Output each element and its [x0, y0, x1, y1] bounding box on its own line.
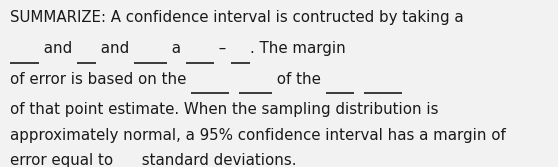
Text: and: and	[95, 41, 133, 56]
Text: SUMMARIZE: A confidence interval is contructed by taking a: SUMMARIZE: A confidence interval is cont…	[10, 10, 464, 25]
Text: error equal to: error equal to	[10, 153, 118, 167]
Text: of error is based on the: of error is based on the	[10, 71, 191, 87]
Text: and: and	[39, 41, 76, 56]
Text: approximately normal, a 95% confidence interval has a margin of: approximately normal, a 95% confidence i…	[10, 128, 506, 143]
Text: . The margin: . The margin	[250, 41, 346, 56]
Text: standard deviations.: standard deviations.	[137, 153, 296, 167]
Text: of that point estimate. When the sampling distribution is: of that point estimate. When the samplin…	[10, 102, 439, 117]
Text: of the: of the	[272, 71, 325, 87]
Text: a: a	[167, 41, 186, 56]
Text: –: –	[214, 41, 231, 56]
